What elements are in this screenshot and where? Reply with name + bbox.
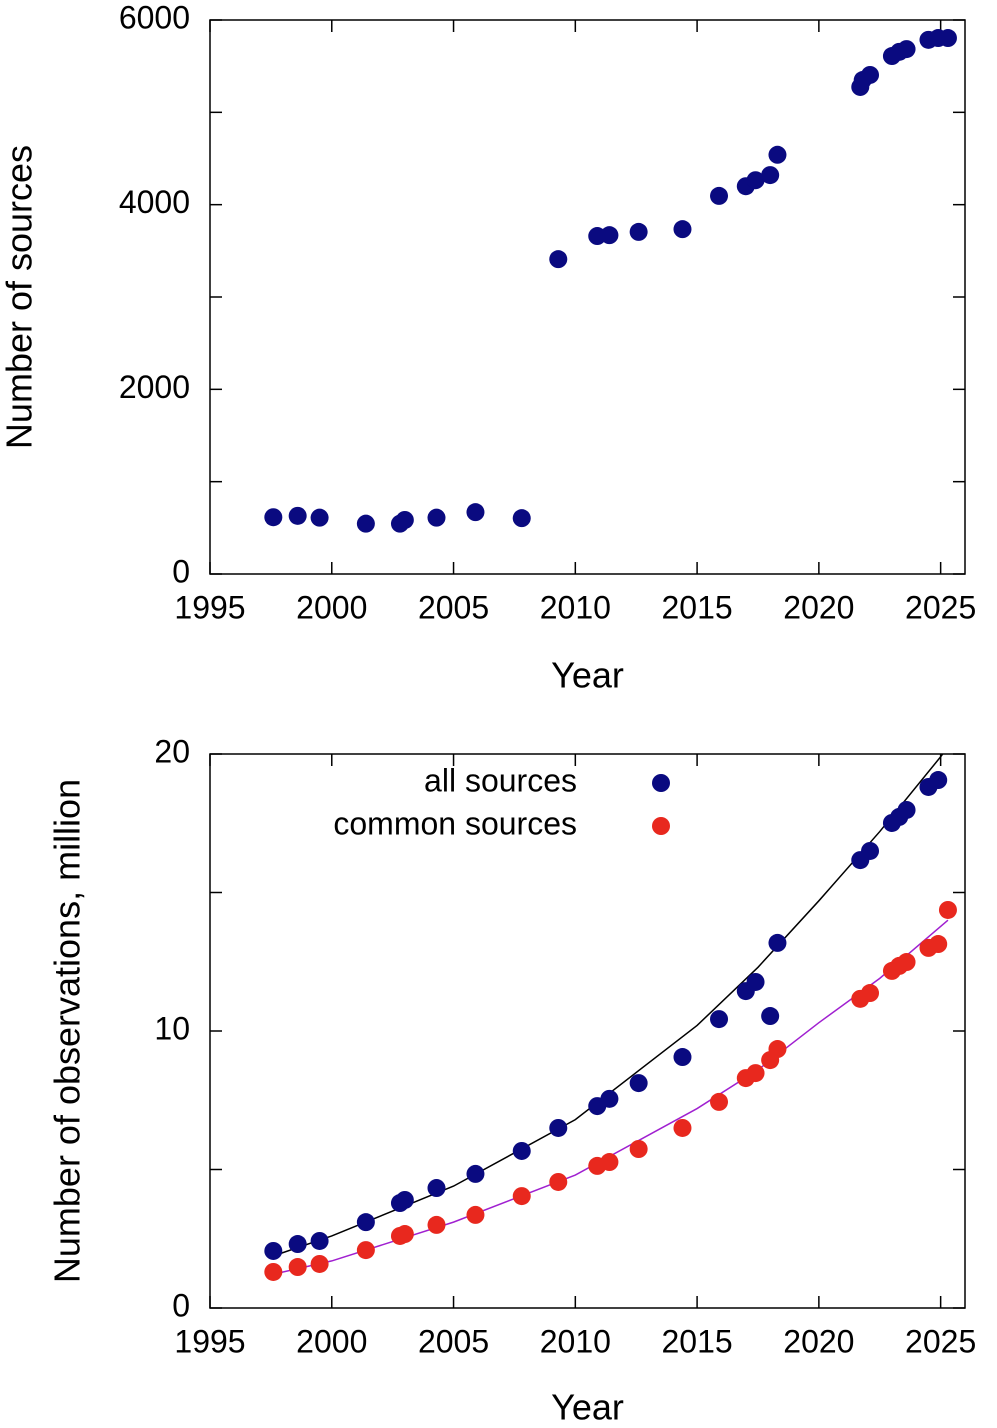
data-point	[629, 222, 648, 241]
y-tick-label: 0	[172, 553, 190, 589]
data-point	[897, 40, 916, 59]
x-tick-label: 2015	[662, 1323, 733, 1359]
x-tick-label: 2020	[783, 1323, 854, 1359]
data-point	[512, 1187, 531, 1206]
data-point	[549, 1172, 568, 1191]
y-tick-label: 0	[172, 1287, 190, 1323]
data-point	[600, 226, 619, 245]
data-point	[466, 1205, 485, 1224]
data-point	[897, 953, 916, 972]
y-axis-label: Number of observations, million	[47, 779, 88, 1283]
data-point	[466, 503, 485, 522]
data-point	[264, 508, 283, 527]
x-tick-label: 2025	[905, 589, 976, 625]
data-point	[356, 1213, 375, 1232]
x-tick-label: 2000	[296, 589, 367, 625]
y-tick-label: 20	[154, 733, 190, 769]
plot-frame	[209, 19, 966, 575]
data-point	[356, 514, 375, 533]
legend-marker	[652, 774, 670, 792]
x-tick-label: 2005	[418, 589, 489, 625]
data-point	[768, 145, 787, 164]
y-axis-label: Number of sources	[0, 145, 40, 449]
data-point	[512, 509, 531, 528]
data-point	[427, 1215, 446, 1234]
legend-label: all sources	[424, 762, 577, 798]
x-tick-label: 2000	[296, 1323, 367, 1359]
chart: 1995 2000 2005 2010 2015 2020 2025 0 10 20 Year Num…	[47, 733, 977, 1428]
data-point	[673, 1118, 692, 1137]
data-point	[768, 1040, 787, 1059]
data-point	[264, 1241, 283, 1260]
data-point	[768, 933, 787, 952]
x-tick-label: 2025	[905, 1323, 976, 1359]
data-point	[288, 1258, 307, 1277]
y-tick-label: 4000	[119, 184, 190, 220]
plot-frame	[209, 753, 966, 1309]
x-tick-label: 1995	[174, 1323, 245, 1359]
data-point	[549, 1118, 568, 1137]
y-tick-label: 10	[154, 1010, 190, 1046]
data-point	[427, 508, 446, 527]
x-tick-label: 2010	[540, 589, 611, 625]
data-point	[746, 1064, 765, 1083]
data-point	[746, 171, 765, 190]
data-point	[600, 1089, 619, 1108]
data-point	[310, 1254, 329, 1273]
x-axis-label: Year	[551, 1387, 624, 1428]
y-tick-label: 6000	[119, 0, 190, 35]
data-point	[310, 1231, 329, 1250]
data-point	[861, 841, 880, 860]
x-tick-label: 2005	[418, 1323, 489, 1359]
data-point	[395, 510, 414, 529]
data-point	[427, 1179, 446, 1198]
data-point	[512, 1141, 531, 1160]
data-point	[466, 1164, 485, 1183]
fit-line	[270, 754, 944, 1258]
data-point	[938, 29, 957, 48]
data-point	[710, 186, 729, 205]
data-point	[264, 1262, 283, 1281]
data-point	[600, 1153, 619, 1172]
data-point	[761, 166, 780, 185]
data-point	[929, 935, 948, 954]
legend-label: common sources	[333, 805, 577, 841]
x-tick-label: 2010	[540, 1323, 611, 1359]
chart: 1995 2000 2005 2010 2015 2020 2025 0 2000 4000 600…	[0, 0, 976, 696]
data-point	[288, 506, 307, 525]
data-point	[288, 1235, 307, 1254]
data-point	[861, 984, 880, 1003]
data-point	[629, 1140, 648, 1159]
data-point	[395, 1190, 414, 1209]
data-point	[710, 1010, 729, 1029]
data-point	[929, 771, 948, 790]
data-point	[861, 65, 880, 84]
data-point	[549, 250, 568, 269]
data-point	[310, 508, 329, 527]
data-point	[629, 1074, 648, 1093]
x-axis-label: Year	[551, 655, 624, 696]
data-point	[710, 1092, 729, 1111]
x-tick-label: 2020	[783, 589, 854, 625]
data-point	[395, 1225, 414, 1244]
data-point	[761, 1007, 780, 1026]
x-tick-label: 2015	[662, 589, 733, 625]
y-tick-label: 2000	[119, 369, 190, 405]
data-point	[897, 800, 916, 819]
data-point	[746, 972, 765, 991]
data-point	[673, 220, 692, 239]
data-point	[673, 1048, 692, 1067]
x-tick-label: 1995	[174, 589, 245, 625]
legend-marker	[652, 817, 670, 835]
data-point	[938, 900, 957, 919]
data-point	[356, 1241, 375, 1260]
